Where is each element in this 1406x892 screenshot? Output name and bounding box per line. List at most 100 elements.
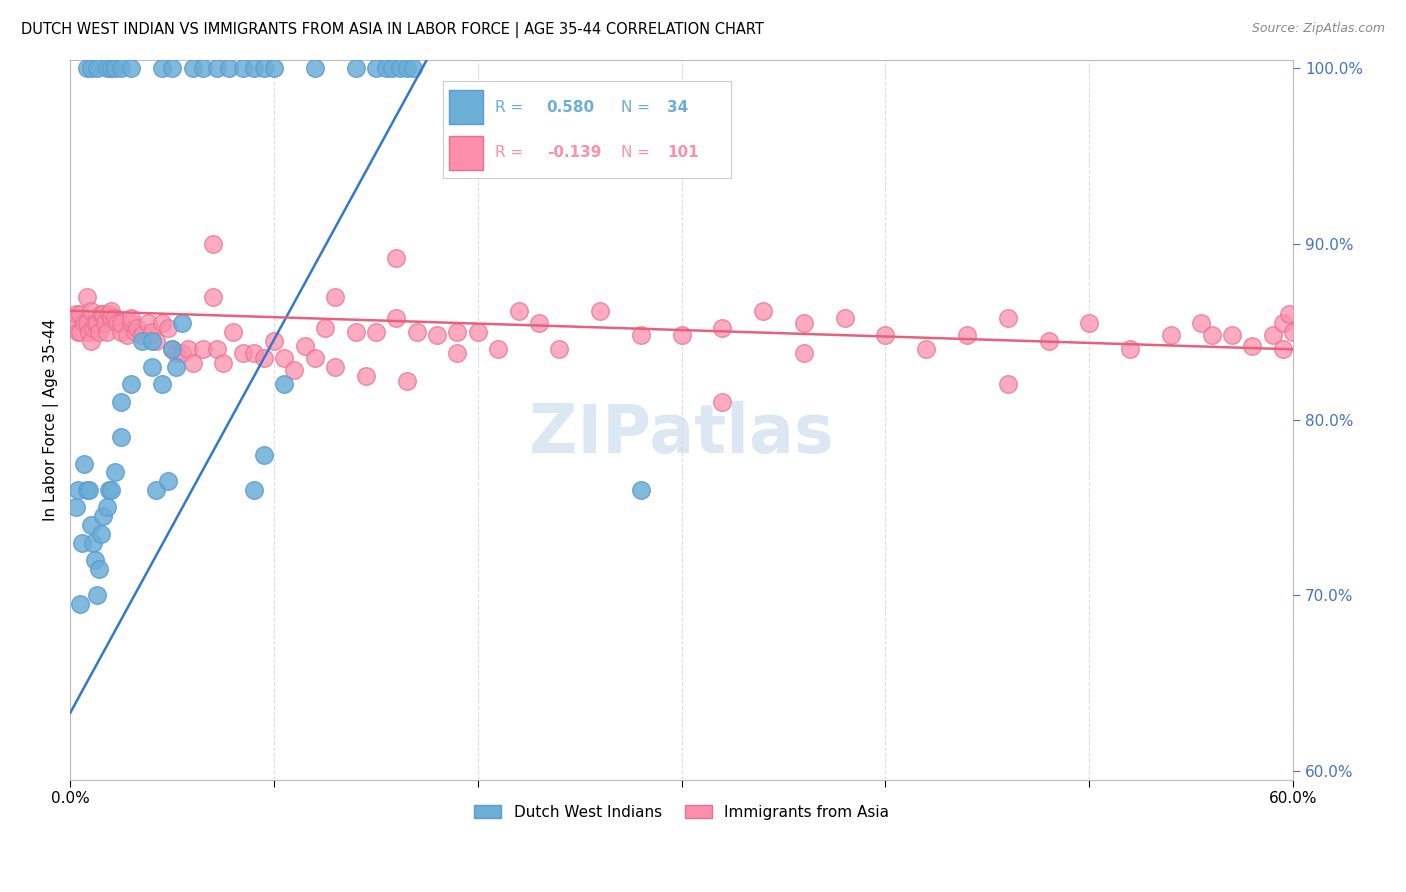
- Point: [69, 597, 91, 611]
- Point: [131, 334, 153, 348]
- Point: [273, 377, 295, 392]
- Point: [172, 316, 194, 330]
- Point: [344, 325, 367, 339]
- Point: [181, 356, 204, 370]
- Point: [87, 562, 110, 576]
- Point: [110, 430, 132, 444]
- Point: [294, 339, 316, 353]
- Point: [253, 351, 276, 366]
- Point: [304, 351, 326, 366]
- Point: [212, 356, 235, 370]
- Point: [160, 343, 183, 357]
- Point: [1282, 325, 1305, 339]
- Point: [127, 321, 149, 335]
- Point: [344, 62, 367, 76]
- Point: [172, 346, 194, 360]
- Point: [446, 325, 468, 339]
- Point: [222, 325, 245, 339]
- Point: [1038, 334, 1060, 348]
- Point: [671, 328, 693, 343]
- Point: [72, 535, 94, 549]
- Point: [630, 483, 652, 497]
- Point: [589, 303, 612, 318]
- Point: [91, 509, 114, 524]
- Point: [711, 321, 734, 335]
- Point: [177, 343, 200, 357]
- Point: [1119, 343, 1142, 357]
- Point: [354, 368, 377, 383]
- Point: [145, 334, 167, 348]
- Point: [956, 328, 979, 343]
- Point: [834, 310, 856, 325]
- Point: [65, 307, 87, 321]
- Point: [97, 307, 120, 321]
- Point: [110, 395, 132, 409]
- Point: [364, 62, 387, 76]
- Point: [79, 518, 101, 533]
- Point: [150, 377, 173, 392]
- Point: [76, 483, 98, 497]
- Point: [201, 290, 224, 304]
- Point: [1271, 316, 1294, 330]
- Point: [711, 395, 734, 409]
- Point: [752, 303, 775, 318]
- Point: [181, 62, 204, 76]
- Point: [96, 62, 118, 76]
- Point: [100, 62, 122, 76]
- Point: [157, 474, 180, 488]
- Point: [793, 346, 815, 360]
- Point: [253, 62, 276, 76]
- Point: [90, 526, 112, 541]
- Point: [110, 325, 132, 339]
- Point: [793, 316, 815, 330]
- Point: [304, 62, 326, 76]
- Point: [205, 343, 228, 357]
- Point: [160, 62, 183, 76]
- Point: [69, 325, 91, 339]
- Point: [160, 343, 183, 357]
- Point: [104, 310, 127, 325]
- Point: [395, 62, 418, 76]
- Point: [263, 62, 285, 76]
- Legend: Dutch West Indians, Immigrants from Asia: Dutch West Indians, Immigrants from Asia: [468, 798, 896, 826]
- Point: [157, 321, 180, 335]
- Text: ZIPatlas: ZIPatlas: [529, 401, 834, 467]
- Point: [100, 303, 122, 318]
- Point: [1078, 316, 1101, 330]
- Point: [165, 346, 187, 360]
- Point: [997, 310, 1019, 325]
- Point: [120, 62, 142, 76]
- Point: [242, 62, 264, 76]
- Point: [77, 325, 100, 339]
- Point: [82, 535, 104, 549]
- Point: [91, 307, 114, 321]
- Point: [90, 307, 112, 321]
- Y-axis label: In Labor Force | Age 35-44: In Labor Force | Age 35-44: [44, 318, 59, 521]
- Point: [1278, 307, 1301, 321]
- Point: [79, 334, 101, 348]
- Point: [232, 346, 254, 360]
- Point: [1271, 343, 1294, 357]
- Point: [136, 316, 159, 330]
- Point: [67, 483, 90, 497]
- Point: [389, 62, 412, 76]
- Point: [915, 343, 938, 357]
- Point: [323, 359, 346, 374]
- Point: [120, 377, 142, 392]
- Point: [79, 62, 101, 76]
- Point: [242, 346, 264, 360]
- Point: [191, 343, 214, 357]
- Point: [94, 316, 117, 330]
- Point: [630, 328, 652, 343]
- Point: [65, 500, 87, 515]
- Point: [87, 325, 110, 339]
- Point: [110, 316, 132, 330]
- Point: [426, 328, 449, 343]
- Point: [1220, 328, 1243, 343]
- Point: [486, 343, 509, 357]
- Point: [527, 316, 550, 330]
- Point: [120, 316, 142, 330]
- Point: [141, 359, 163, 374]
- Point: [1189, 316, 1212, 330]
- Point: [83, 553, 105, 567]
